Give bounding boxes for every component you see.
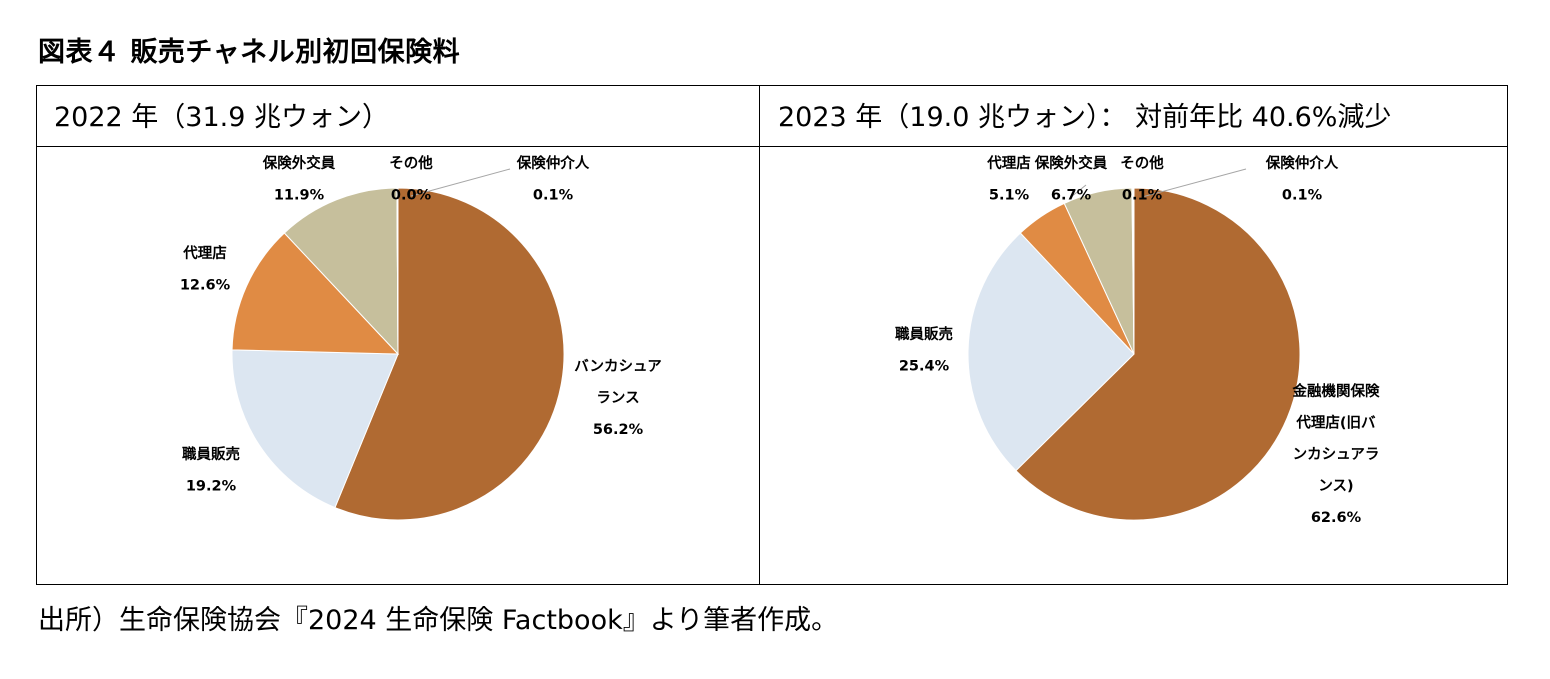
panel-2023-title: 2023 年（19.0 兆ウォン）： 対前年比 40.6%減少 (778, 102, 1392, 133)
pie-2022-slice-3 (283, 187, 399, 356)
pie-2022-name-label-0-0: バンカシュア (574, 358, 661, 375)
pie-2023-slices (967, 187, 1301, 521)
pie-2022-leader-line-4 (410, 168, 511, 197)
pie-2022-slices (231, 187, 565, 521)
pie-2023-name-label-3-0: 保険外交員 (1034, 154, 1108, 172)
pie-2023-name-label-4-0: その他 (1120, 154, 1164, 172)
pie-2022-name-label-5-0: 保険仲介人 (516, 154, 590, 172)
pie-2022-value-label-5: 0.1% (533, 188, 574, 204)
pie-2023-name-label-5-0: 保険仲介人 (1265, 154, 1339, 172)
pie-2022-slice-2 (231, 232, 400, 355)
source-note: 出所）生命保険協会『2024 生命保険 Factbook』より筆者作成。 (38, 605, 839, 636)
pie-2023-name-label-0-2: ンカシュアラ (1293, 446, 1380, 463)
pie-2022-name-label-4-0: その他 (389, 154, 433, 172)
pie-2023-value-label-1: 25.4% (899, 359, 950, 375)
pie-2022-name-label-0-1: ランス (596, 391, 639, 407)
pie-2023-leader-line-3 (1070, 184, 1087, 198)
pie-2022-value-label-0: 56.2% (593, 422, 644, 438)
pie-2022-slice-0 (334, 187, 565, 521)
pie-2023-value-label-4: 0.1% (1122, 188, 1163, 204)
pie-2023-name-label-2-0: 代理店 (986, 154, 1031, 172)
pie-2023-value-label-5: 0.1% (1282, 188, 1323, 204)
pie-2023-name-label-1-0: 職員販売 (895, 325, 953, 343)
pie-2023-name-label-0-1: 代理店(旧バ (1295, 414, 1376, 432)
pie-2022-value-label-3: 11.9% (274, 188, 325, 204)
pie-2022-value-label-2: 12.6% (180, 278, 231, 294)
pie-2023-leader-line-4 (1141, 168, 1247, 198)
pie-2022-name-label-1-0: 職員販売 (182, 445, 240, 463)
pie-2023-value-label-0: 62.6% (1311, 510, 1362, 526)
pie-2023-slice-1 (967, 232, 1135, 472)
pie-2023-value-label-2: 5.1% (989, 188, 1030, 204)
pie-2022-value-label-1: 19.2% (186, 479, 237, 495)
pie-2022-name-label-2-0: 代理店 (182, 244, 227, 262)
figure-title: 図表４ 販売チャネル別初回保険料 (38, 37, 461, 68)
panel-2022-title: 2022 年（31.9 兆ウォン） (54, 102, 389, 133)
pie-2022-slice-1 (231, 349, 399, 509)
pie-2023-value-label-3: 6.7% (1051, 188, 1092, 204)
pie-2022-slice-5 (396, 187, 399, 355)
panel-divider-horizontal (36, 146, 1508, 147)
pie-2023-name-label-0-0: 金融機関保険 (1292, 382, 1380, 400)
pie-2023-name-label-0-3: ンス) (1318, 479, 1353, 495)
pie-2022-name-label-3-0: 保険外交員 (262, 154, 336, 172)
pie-2022-value-label-4: 0.0% (391, 188, 432, 204)
panel-divider-vertical (759, 85, 760, 585)
pie-2023-slice-5 (1132, 187, 1135, 355)
pie-2023-slice-0 (1015, 187, 1301, 521)
chart-panels-table (36, 85, 1508, 585)
